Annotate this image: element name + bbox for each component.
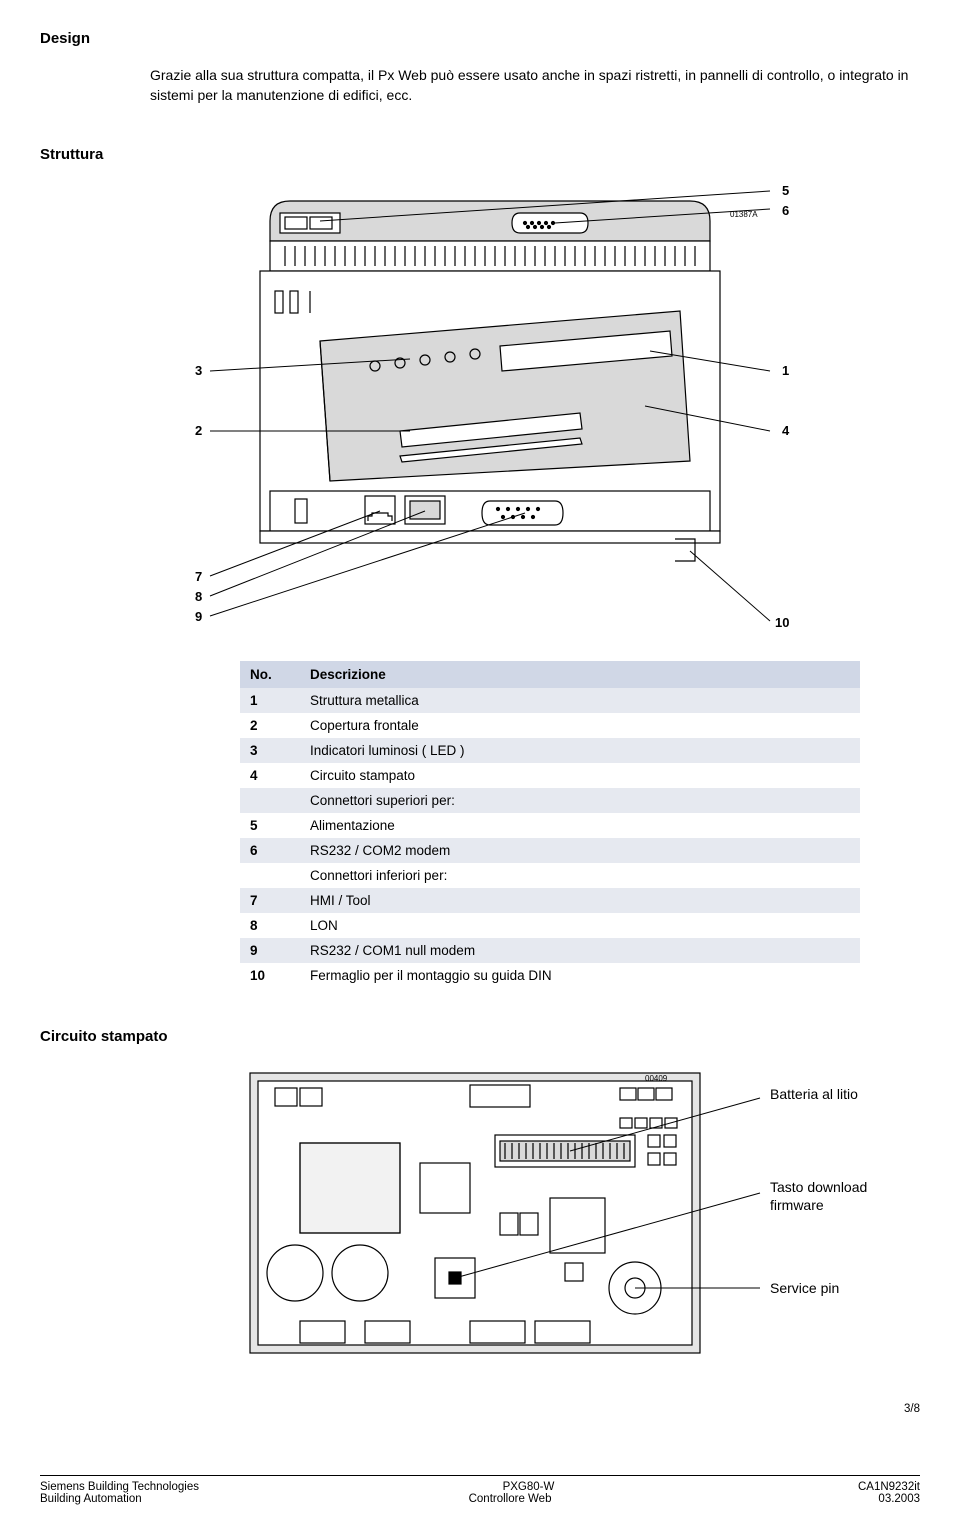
section-design-title: Design bbox=[40, 30, 920, 47]
section-struttura-title: Struttura bbox=[40, 146, 920, 163]
pcb-diagram: 00409 Batteria al litio Tasto download f… bbox=[240, 1063, 920, 1363]
cell-desc: Alimentazione bbox=[300, 813, 860, 838]
table-row: 6RS232 / COM2 modem bbox=[240, 838, 860, 863]
label-batteria: Batteria al litio bbox=[770, 1085, 858, 1103]
cell-desc: Circuito stampato bbox=[300, 763, 860, 788]
device-diagram: 01387A 5 6 3 2 1 4 7 8 9 10 bbox=[150, 181, 870, 641]
cell-desc: Connettori superiori per: bbox=[300, 788, 860, 813]
cell-desc: RS232 / COM1 null modem bbox=[300, 938, 860, 963]
dlabel-5: 5 bbox=[782, 183, 789, 198]
cell-desc: Connettori inferiori per: bbox=[300, 863, 860, 888]
table-row: 10Fermaglio per il montaggio su guida DI… bbox=[240, 963, 860, 988]
cell-no: 5 bbox=[240, 813, 300, 838]
svg-text:00409: 00409 bbox=[645, 1074, 668, 1083]
table-row: 2Copertura frontale bbox=[240, 713, 860, 738]
device-svg: 01387A bbox=[150, 181, 870, 641]
table-row: 9RS232 / COM1 null modem bbox=[240, 938, 860, 963]
table-row: 7HMI / Tool bbox=[240, 888, 860, 913]
footer-left1: Siemens Building Technologies bbox=[40, 1481, 199, 1493]
label-service: Service pin bbox=[770, 1279, 839, 1297]
table-row: 3Indicatori luminosi ( LED ) bbox=[240, 738, 860, 763]
cell-no: 4 bbox=[240, 763, 300, 788]
diagram-code: 01387A bbox=[730, 210, 758, 219]
dlabel-2: 2 bbox=[195, 423, 202, 438]
footer-mid1: PXG80-W bbox=[503, 1481, 555, 1493]
dlabel-6: 6 bbox=[782, 203, 789, 218]
cell-desc: Fermaglio per il montaggio su guida DIN bbox=[300, 963, 860, 988]
dlabel-1: 1 bbox=[782, 363, 789, 378]
footer-mid2: Controllore Web bbox=[469, 1493, 552, 1505]
cell-desc: LON bbox=[300, 913, 860, 938]
cell-desc: Struttura metallica bbox=[300, 688, 860, 713]
table-row: Connettori superiori per: bbox=[240, 788, 860, 813]
table-row: Connettori inferiori per: bbox=[240, 863, 860, 888]
cell-no: 1 bbox=[240, 688, 300, 713]
cell-desc: Copertura frontale bbox=[300, 713, 860, 738]
dlabel-8: 8 bbox=[195, 589, 202, 604]
cell-desc: Indicatori luminosi ( LED ) bbox=[300, 738, 860, 763]
section-circuito-title: Circuito stampato bbox=[40, 1028, 920, 1045]
cell-no: 7 bbox=[240, 888, 300, 913]
cell-no: 3 bbox=[240, 738, 300, 763]
dlabel-3: 3 bbox=[195, 363, 202, 378]
footer: Siemens Building Technologies PXG80-W CA… bbox=[40, 1475, 920, 1505]
table-row: 4Circuito stampato bbox=[240, 763, 860, 788]
intro-paragraph: Grazie alla sua struttura compatta, il P… bbox=[150, 65, 920, 106]
cell-no bbox=[240, 863, 300, 888]
cell-desc: RS232 / COM2 modem bbox=[300, 838, 860, 863]
footer-left2: Building Automation bbox=[40, 1493, 142, 1505]
table-row: 8LON bbox=[240, 913, 860, 938]
th-no: No. bbox=[240, 661, 300, 688]
cell-no bbox=[240, 788, 300, 813]
footer-right1: CA1N9232it bbox=[858, 1481, 920, 1493]
description-table: No. Descrizione 1Struttura metallica2Cop… bbox=[240, 661, 860, 988]
table-row: 5Alimentazione bbox=[240, 813, 860, 838]
footer-right2: 03.2003 bbox=[878, 1493, 920, 1505]
cell-desc: HMI / Tool bbox=[300, 888, 860, 913]
cell-no: 6 bbox=[240, 838, 300, 863]
dlabel-10: 10 bbox=[775, 615, 789, 630]
th-desc: Descrizione bbox=[300, 661, 860, 688]
cell-no: 9 bbox=[240, 938, 300, 963]
dlabel-7: 7 bbox=[195, 569, 202, 584]
dlabel-9: 9 bbox=[195, 609, 202, 624]
cell-no: 2 bbox=[240, 713, 300, 738]
table-row: 1Struttura metallica bbox=[240, 688, 860, 713]
cell-no: 10 bbox=[240, 963, 300, 988]
label-tasto: Tasto download firmware bbox=[770, 1178, 910, 1214]
dlabel-4: 4 bbox=[782, 423, 789, 438]
cell-no: 8 bbox=[240, 913, 300, 938]
page-number: 3/8 bbox=[40, 1403, 920, 1415]
